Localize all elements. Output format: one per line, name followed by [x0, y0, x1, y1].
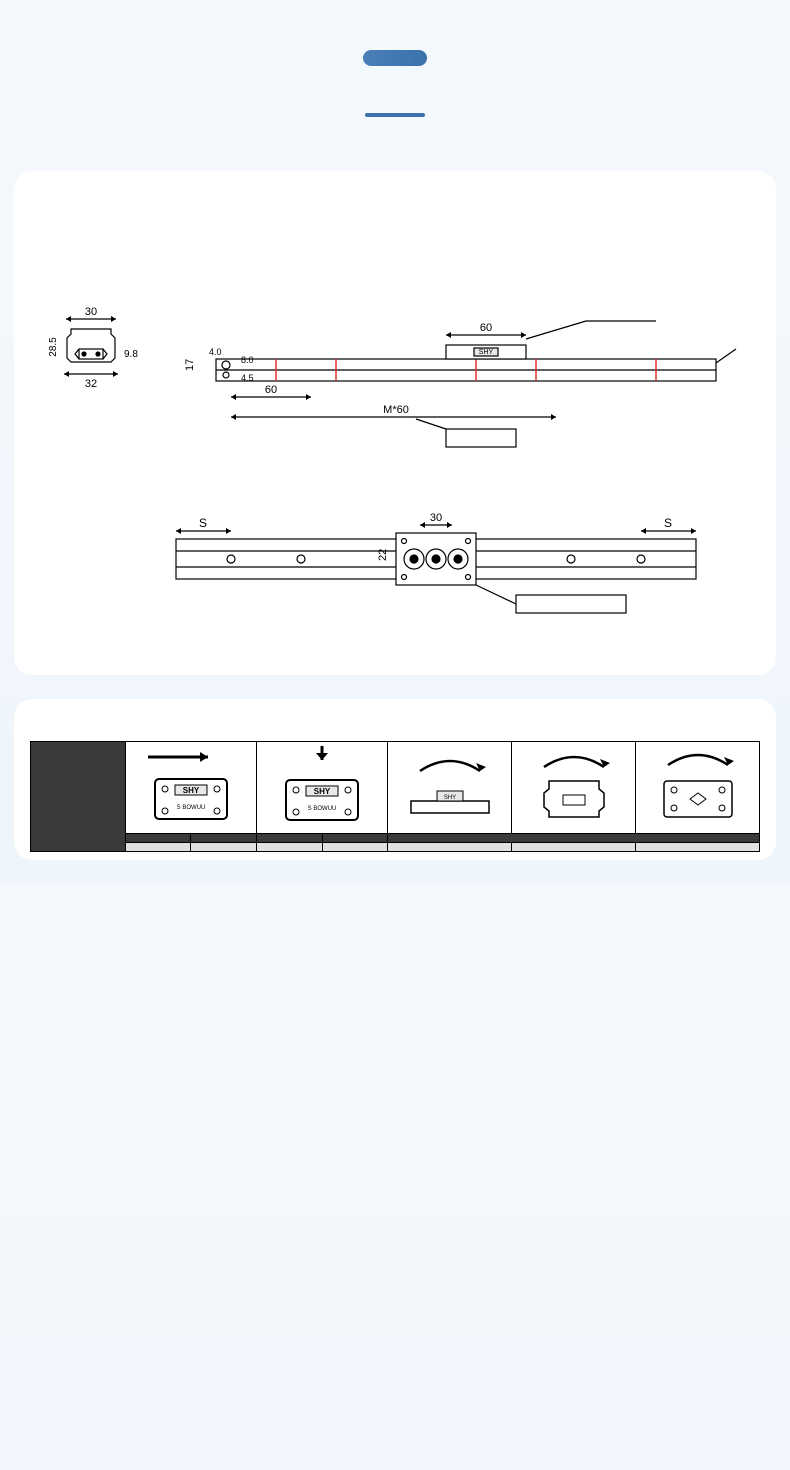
col-my0	[512, 843, 636, 852]
svg-text:S: S	[199, 516, 207, 530]
col-y	[125, 843, 191, 852]
hdr-dyn-z	[322, 834, 388, 843]
dim-label: 30	[85, 306, 97, 318]
header	[0, 0, 790, 147]
combo-section: 30 28.5 9.8 32	[36, 299, 754, 639]
col-y0	[191, 843, 257, 852]
svg-text:4.0: 4.0	[209, 347, 222, 357]
divider-icon	[365, 113, 425, 117]
svg-text:28.5: 28.5	[48, 337, 59, 357]
svg-text:60: 60	[480, 322, 492, 334]
svg-text:S BOWUU: S BOWUU	[308, 806, 337, 812]
hdr-dyn-y	[191, 834, 257, 843]
svg-text:22: 22	[377, 549, 389, 561]
col-mx0	[388, 843, 512, 852]
svg-text:S: S	[664, 516, 672, 530]
load-icon-my	[512, 742, 636, 834]
col-z	[256, 843, 322, 852]
load-icon-y: SHY S BOWUU	[125, 742, 256, 834]
svg-text:17: 17	[184, 359, 196, 371]
svg-text:4.5: 4.5	[241, 373, 254, 383]
load-icon-z: SHY S BOWUU	[256, 742, 387, 834]
svg-text:SHY: SHY	[479, 349, 494, 356]
model-header	[31, 742, 126, 852]
load-table: SHY S BOWUU SHY S BOWUU SHY	[30, 741, 760, 852]
badge	[363, 50, 427, 66]
hdr-static-z	[256, 834, 322, 843]
col-z0	[322, 843, 388, 852]
svg-text:SHY: SHY	[183, 786, 200, 795]
hdr-moment	[388, 834, 760, 843]
hdr-static-y	[125, 834, 191, 843]
load-panel: SHY S BOWUU SHY S BOWUU SHY	[14, 699, 776, 860]
svg-text:S BOWUU: S BOWUU	[177, 805, 206, 811]
svg-text:SHY: SHY	[443, 795, 455, 801]
slider-dimensions-panel: 30 28.5 9.8 32	[14, 171, 776, 675]
load-icon-mz	[636, 742, 760, 834]
svg-text:30: 30	[430, 512, 442, 524]
svg-text:M*60: M*60	[383, 404, 409, 416]
svg-text:8.0: 8.0	[241, 355, 254, 365]
load-icon-mx: SHY	[388, 742, 512, 834]
svg-text:SHY: SHY	[314, 787, 331, 796]
svg-text:32: 32	[85, 378, 97, 390]
svg-text:60: 60	[265, 384, 277, 396]
svg-text:9.8: 9.8	[124, 349, 138, 360]
combo-diagram: 30 28.5 9.8 32	[36, 299, 756, 639]
col-mz0	[636, 843, 760, 852]
